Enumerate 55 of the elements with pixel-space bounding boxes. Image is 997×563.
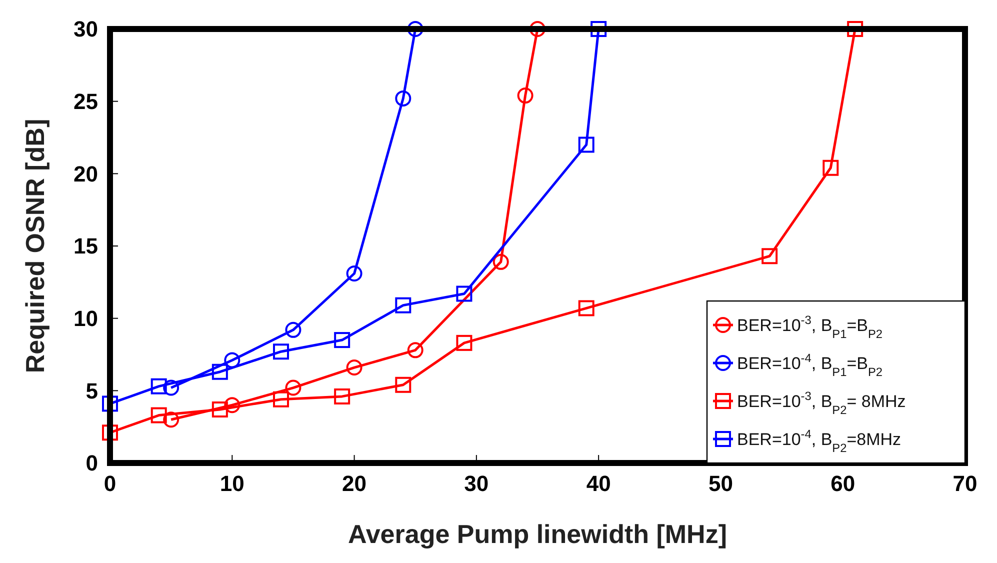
point	[212, 364, 228, 380]
legend-label: BER=10$^{-3}$, B$_{P2}$= 8MHz	[737, 388, 906, 417]
x-tick-label: 10	[220, 471, 244, 496]
point	[224, 352, 240, 368]
point	[334, 388, 350, 404]
point	[150, 378, 167, 394]
point	[150, 407, 167, 424]
point	[407, 342, 424, 358]
point	[492, 254, 509, 270]
point	[578, 300, 594, 316]
x-tick-label: 50	[708, 471, 733, 496]
point	[395, 376, 412, 393]
x-tick-label: 40	[586, 471, 611, 496]
x-tick-label: 20	[342, 471, 367, 496]
point	[847, 21, 864, 37]
point	[530, 21, 546, 37]
y-tick-label: 15	[74, 234, 98, 259]
point	[762, 248, 778, 264]
point	[590, 21, 607, 37]
x-tick-label: 30	[464, 471, 489, 496]
x-tick-label: 60	[830, 471, 856, 496]
point	[456, 286, 472, 302]
x-tick-label: 0	[104, 471, 116, 496]
legend-label: BER=10$^{-3}$, B$_{P1}$=B$_{P2}$	[737, 312, 883, 341]
point	[334, 332, 350, 348]
point	[517, 88, 534, 104]
point	[456, 334, 472, 351]
point	[395, 90, 412, 106]
point	[273, 344, 289, 360]
point	[346, 265, 362, 282]
point	[285, 380, 302, 396]
point	[285, 322, 302, 338]
point	[102, 424, 118, 441]
y-tick-label: 25	[74, 89, 98, 114]
y-tick-label: 10	[74, 306, 98, 332]
legend-label: BER=10$^{-4}$, B$_{P1}$=B$_{P2}$	[737, 350, 883, 379]
point	[822, 160, 839, 176]
x-tick-label: 70	[952, 471, 978, 496]
point	[273, 391, 289, 408]
point	[102, 396, 118, 412]
y-tick-label: 0	[86, 450, 98, 476]
legend-label: BER=10$^{-4}$, B$_{P2}$=8MHz	[737, 426, 902, 455]
point	[212, 401, 228, 418]
point	[346, 360, 362, 376]
x-axis-title: Average Pump linewidth [MHz]	[348, 519, 727, 549]
point	[407, 21, 424, 37]
point	[578, 136, 594, 153]
point	[395, 297, 412, 314]
y-tick-label: 5	[86, 378, 98, 404]
y-tick-label: 30	[74, 16, 98, 42]
point	[163, 380, 180, 396]
y-axis-title: Required OSNR [dB]	[20, 118, 50, 374]
point	[224, 397, 240, 414]
y-tick-label: 20	[74, 161, 98, 186]
point	[163, 412, 180, 428]
